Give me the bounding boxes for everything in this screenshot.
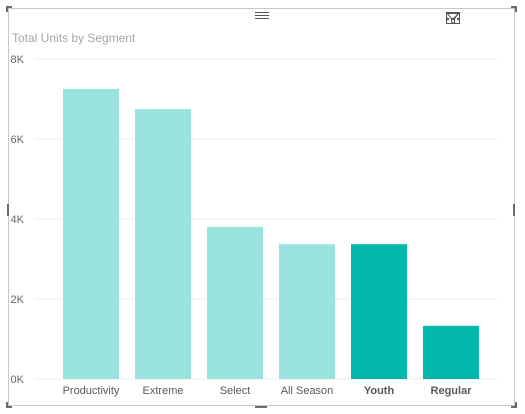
resize-corner-bottom-left-v[interactable] — [6, 402, 8, 408]
resize-corner-top-right[interactable] — [511, 6, 517, 8]
resize-corner-bottom-left[interactable] — [6, 406, 12, 408]
resize-handle-bottom[interactable] — [255, 406, 267, 408]
bar[interactable] — [135, 109, 191, 379]
resize-corner-bottom-right-v[interactable] — [515, 402, 517, 408]
x-tick-label: Regular — [431, 385, 473, 397]
chart-title: Total Units by Segment — [12, 31, 136, 45]
bar[interactable] — [279, 244, 335, 379]
y-tick-label: 0K — [11, 374, 25, 386]
x-tick-label: All Season — [281, 385, 334, 397]
bar[interactable] — [351, 244, 407, 379]
resize-handle-right[interactable] — [513, 204, 515, 216]
x-tick-label: Extreme — [143, 385, 184, 397]
resize-corner-top-left-v[interactable] — [6, 6, 8, 12]
y-tick-label: 4K — [11, 214, 25, 226]
bar[interactable] — [207, 227, 263, 379]
resize-corner-bottom-right[interactable] — [511, 406, 517, 408]
y-tick-label: 8K — [11, 54, 25, 66]
resize-corner-top-left[interactable] — [6, 6, 12, 8]
visual-header-toolbar — [445, 10, 515, 28]
y-tick-label: 6K — [11, 134, 25, 146]
drag-handle-icon[interactable] — [254, 10, 270, 22]
bars — [63, 89, 479, 379]
x-axis: Productivity Extreme Select All Season Youth… — [63, 385, 473, 397]
bar[interactable] — [63, 89, 119, 379]
y-axis: 0K 2K 4K 6K 8K — [11, 54, 25, 386]
y-tick-label: 2K — [11, 294, 25, 306]
more-options-icon[interactable] — [446, 10, 515, 28]
resize-corner-top-right-v[interactable] — [515, 6, 517, 12]
resize-handle-left[interactable] — [7, 204, 9, 216]
x-tick-label: Productivity — [63, 385, 120, 397]
bar[interactable] — [423, 325, 479, 379]
x-tick-label: Select — [220, 385, 251, 397]
x-tick-label: Youth — [364, 385, 395, 397]
